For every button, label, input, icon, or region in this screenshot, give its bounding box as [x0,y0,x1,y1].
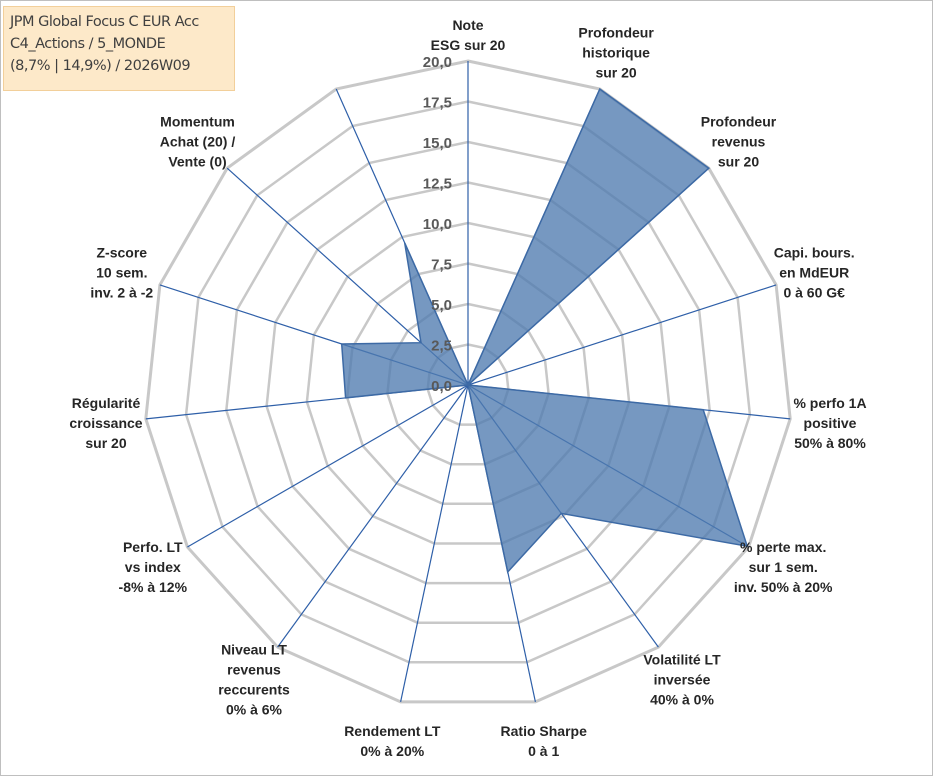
axis-label-line: Capi. bours. [774,245,855,261]
axis-label: % perte max. sur 1 sem. inv. 50% à 20% [734,539,833,595]
axis-label-line: % perfo 1A [793,395,866,411]
axis-label-line: inversée [654,672,711,688]
axis-label-line: sur 20 [595,65,636,81]
axis-label-line: Achat (20) / [160,133,236,149]
axis-label-line: Profondeur [701,113,777,129]
axis-label-line: % perte max. [740,539,826,555]
fund-stats: (8,7% | 14,9%) / 2026W09 [10,58,191,74]
axis-label: Niveau LT revenus reccurents 0% à 6% [218,642,290,718]
axis-label-line: sur 1 sem. [749,559,818,575]
radar-tick-labels: 0,0 2,5 5,0 7,5 10,0 12,5 15,0 17,5 20,0 [423,54,452,395]
tick-label: 7,5 [431,257,452,274]
axis-label-line: inv. 2 à -2 [90,285,153,301]
axis-label: Capi. bours. en MdEUR 0 à 60 G€ [774,245,855,301]
axis-label-line: Vente (0) [168,153,226,169]
axis-label: Momentum Achat (20) / Vente (0) [160,113,236,169]
axis-label-line: 50% à 80% [794,435,866,451]
axis-label-line: reccurents [218,682,290,698]
axis-label-line: sur 20 [85,435,126,451]
grid-ring [345,262,591,506]
axis-label-line: Volatilité LT [643,652,721,668]
axis-spoke [400,384,469,703]
axis-label: Perfo. LT vs index -8% à 12% [119,539,188,595]
axis-spoke [467,284,777,386]
axis-label-line: Régularité [72,395,141,411]
grid-ring [265,181,671,585]
axis-label-line: 0 à 1 [528,743,559,759]
axis-label: Note ESG sur 20 [431,17,506,53]
tick-label: 10,0 [423,216,452,233]
axis-label-line: historique [582,45,650,61]
axis-label: Rendement LT 0% à 20% [344,723,441,759]
series-area [340,87,749,574]
axis-label-line: revenus [227,662,281,678]
tick-label: 0,0 [431,378,452,395]
axis-label: Volatilité LT inversée 40% à 0% [643,652,721,708]
tick-label: 5,0 [431,297,452,314]
axis-label-line: sur 20 [718,153,759,169]
grid-ring [305,221,631,545]
axis-label: % perfo 1A positive 50% à 80% [793,395,866,451]
axis-label-line: 10 sem. [96,265,147,281]
axis-label-line: Z-score [97,245,148,261]
radar-axis-labels: Note ESG sur 20 Profondeur historique sur 20… [69,17,866,759]
tick-label: 17,5 [423,95,452,112]
axis-label: Régularité croissance sur 20 [69,395,142,451]
axis-label-line: positive [804,415,857,431]
tick-label: 12,5 [423,176,452,193]
axis-spoke [187,384,469,548]
axis-label-line: Rendement LT [344,723,441,739]
axis-label-line: Ratio Sharpe [501,723,588,739]
axis-label-line: croissance [69,415,142,431]
grid-ring [184,100,752,664]
axis-label-line: 0 à 60 G€ [783,285,845,301]
axis-label-line: vs index [125,559,181,575]
axis-label-line: 0% à 6% [226,702,283,718]
fund-name: JPM Global Focus C EUR Acc [10,14,199,30]
axis-label: Profondeur revenus sur 20 [701,113,777,169]
grid-ring [225,140,711,624]
axis-label-line: Momentum [160,113,235,129]
axis-label-line: Perfo. LT [123,539,183,555]
axis-label-line: 40% à 0% [650,692,714,708]
axis-label-line: ESG sur 20 [431,37,506,53]
fund-category: C4_Actions / 5_MONDE [10,36,166,52]
axis-label-line: en MdEUR [779,265,849,281]
grid-ring [144,59,792,704]
axis-label-line: Niveau LT [221,642,287,658]
axis-spoke [277,384,469,648]
axis-label-line: 0% à 20% [360,743,424,759]
tick-label: 20,0 [423,54,452,71]
tick-label: 15,0 [423,135,452,152]
axis-label: Ratio Sharpe 0 à 1 [501,723,588,759]
axis-label: Profondeur historique sur 20 [578,25,654,81]
axis-label: Z-score 10 sem. inv. 2 à -2 [90,245,153,301]
axis-label-line: revenus [712,133,766,149]
axis-label-line: -8% à 12% [119,579,188,595]
axis-label-line: inv. 50% à 20% [734,579,833,595]
axis-label-line: Profondeur [578,25,654,41]
axis-label-line: Note [452,17,483,33]
fund-info-box: JPM Global Focus C EUR Acc C4_Actions / … [3,6,235,91]
tick-label: 2,5 [431,338,452,355]
radar-series [340,87,749,574]
